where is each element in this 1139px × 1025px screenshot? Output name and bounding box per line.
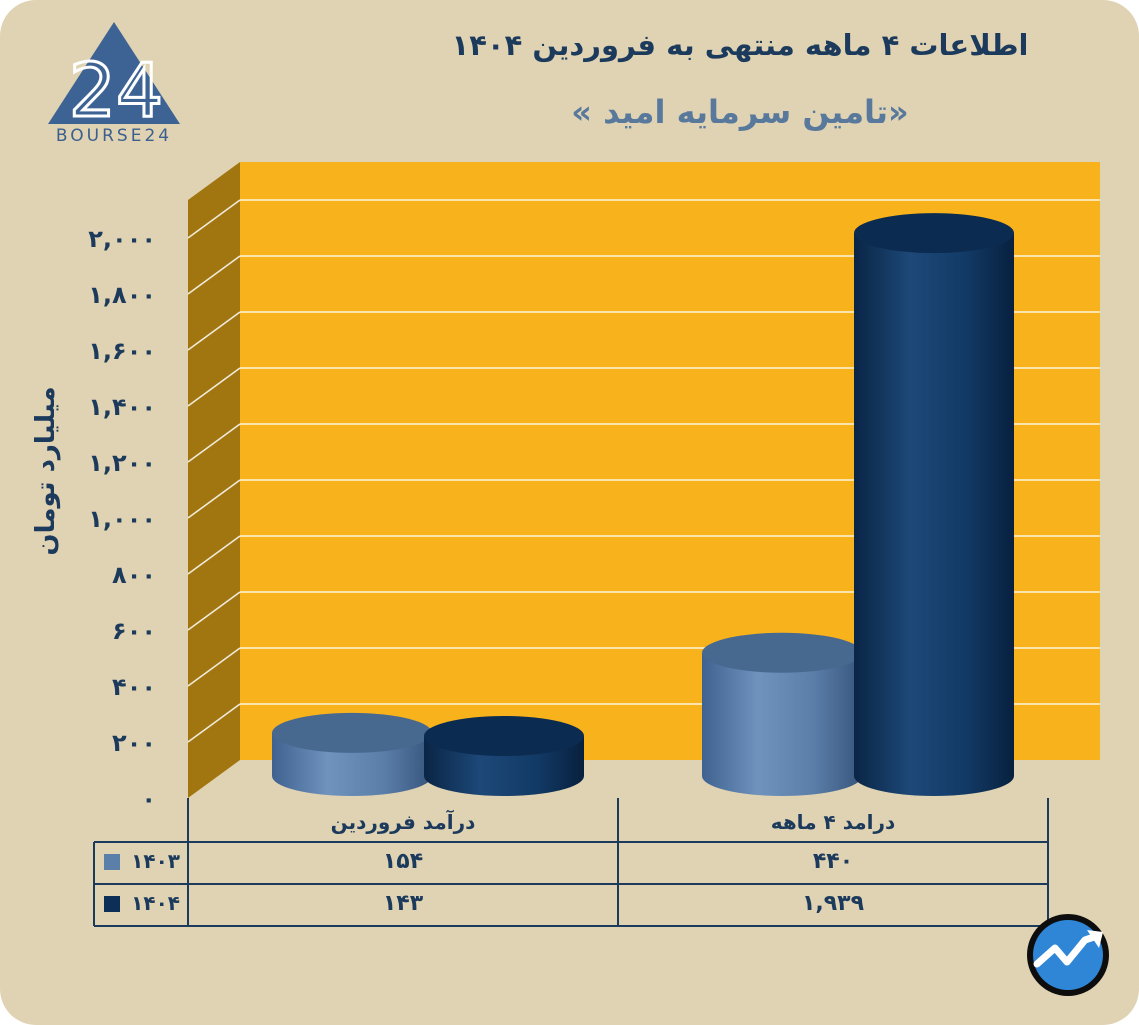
- data-label: ۴۴۰: [813, 849, 853, 874]
- bar-2-1: [702, 632, 862, 796]
- gridline-side: [187, 199, 241, 239]
- y-tick-label: ۲,۰۰۰: [88, 225, 156, 253]
- y-tick-label: ۱,۰۰۰: [88, 505, 156, 533]
- side-wall: [188, 162, 240, 798]
- legend-swatch: [104, 854, 120, 870]
- logo-text: BOURSE24: [55, 126, 173, 146]
- y-tick-label: ۱,۶۰۰: [88, 337, 156, 365]
- y-axis-ticks: ۰ ۲۰۰ ۴۰۰ ۶۰۰ ۸۰۰ ۱,۰۰۰ ۱,۲۰۰ ۱,۴۰۰ ۱,۶۰۰ ۱,۸۰۰ ۲,…: [88, 225, 156, 813]
- logo-mark: 24: [69, 48, 163, 134]
- gridline-side: [187, 255, 241, 295]
- bar-1-1: [272, 712, 432, 796]
- bar-1-2: [424, 715, 584, 796]
- data-table: درآمد فروردین درامد ۴ ماهه ۱۴۰۳ ۱۵۴ ۴۴۰ ۱۴۰۴ ۱…: [93, 798, 1049, 927]
- bar-top: [272, 712, 432, 753]
- triangle-logo-icon: 24: [48, 22, 180, 136]
- y-tick-label: ۴۰۰: [112, 673, 156, 701]
- y-tick-label: ۶۰۰: [112, 617, 156, 645]
- bar-top: [424, 715, 584, 756]
- gridline-side: [187, 311, 241, 351]
- gridline-side: [187, 535, 241, 575]
- y-tick-label: ۸۰۰: [112, 561, 156, 589]
- gridline-side: [187, 423, 241, 463]
- y-tick-label: ۱,۸۰۰: [88, 281, 156, 309]
- bar-body: [702, 652, 862, 796]
- data-label: ۱۴۳: [383, 891, 424, 916]
- chart-subtitle: «تامین سرمایه امید »: [571, 93, 909, 131]
- gridline-side: [187, 479, 241, 519]
- category-label: درامد ۴ ماهه: [771, 810, 896, 834]
- y-tick-label: ۰: [141, 785, 156, 813]
- gridline-side: [187, 703, 241, 743]
- bar-body: [854, 233, 1014, 796]
- bars: [272, 213, 1014, 796]
- category-label: درآمد فروردین: [331, 809, 476, 834]
- data-label: ۱,۹۳۹: [802, 891, 864, 916]
- legend-swatch: [104, 896, 120, 912]
- legend-label: ۱۴۰۳: [131, 849, 180, 873]
- y-tick-label: ۱,۴۰۰: [88, 393, 156, 421]
- bar-top: [854, 213, 1014, 254]
- bar-2-2: [854, 213, 1014, 796]
- trend-arrow-icon: [1027, 914, 1109, 996]
- chart-title: اطلاعات ۴ ماهه منتهی به فروردین ۱۴۰۴: [451, 28, 1029, 62]
- bar-top: [702, 632, 862, 673]
- data-label: ۱۵۴: [383, 849, 423, 874]
- gridline-side: [187, 367, 241, 407]
- gridline-side: [187, 591, 241, 631]
- y-tick-label: ۱,۲۰۰: [88, 449, 156, 477]
- legend-label: ۱۴۰۴: [131, 891, 180, 915]
- y-tick-label: ۲۰۰: [112, 729, 156, 757]
- gridline-side: [187, 647, 241, 687]
